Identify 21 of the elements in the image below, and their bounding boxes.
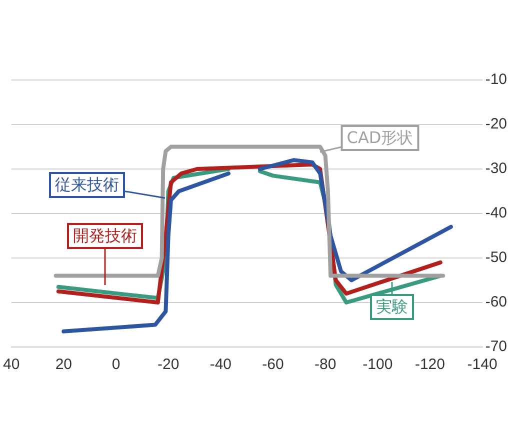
y-tick-label: -70	[485, 338, 508, 356]
x-tick-label: -80	[314, 356, 336, 374]
x-tick-label: -100	[362, 356, 393, 374]
y-tick-label: -30	[485, 160, 508, 178]
y-tick-label: -50	[485, 249, 508, 266]
x-tick-label: 20	[55, 356, 72, 374]
x-tick-label: -60	[262, 356, 284, 374]
x-tick-label: 0	[112, 356, 120, 374]
y-tick-label: -20	[485, 116, 508, 133]
y-tick-label: -60	[485, 294, 508, 311]
text: 従来技術	[55, 175, 119, 194]
series-label: 実験	[376, 297, 408, 316]
y-tick-label: -10	[485, 71, 508, 88]
x-tick-label: -20	[157, 356, 180, 374]
x-tick-label: -140	[467, 356, 498, 374]
x-tick-label: -120	[414, 356, 446, 374]
y-tick-label: -40	[485, 204, 508, 222]
x-tick-label: -40	[210, 356, 232, 374]
series-label: 開発技術	[73, 226, 137, 246]
series-label: CAD形状	[346, 128, 414, 148]
x-tick-label: 40	[3, 356, 20, 374]
